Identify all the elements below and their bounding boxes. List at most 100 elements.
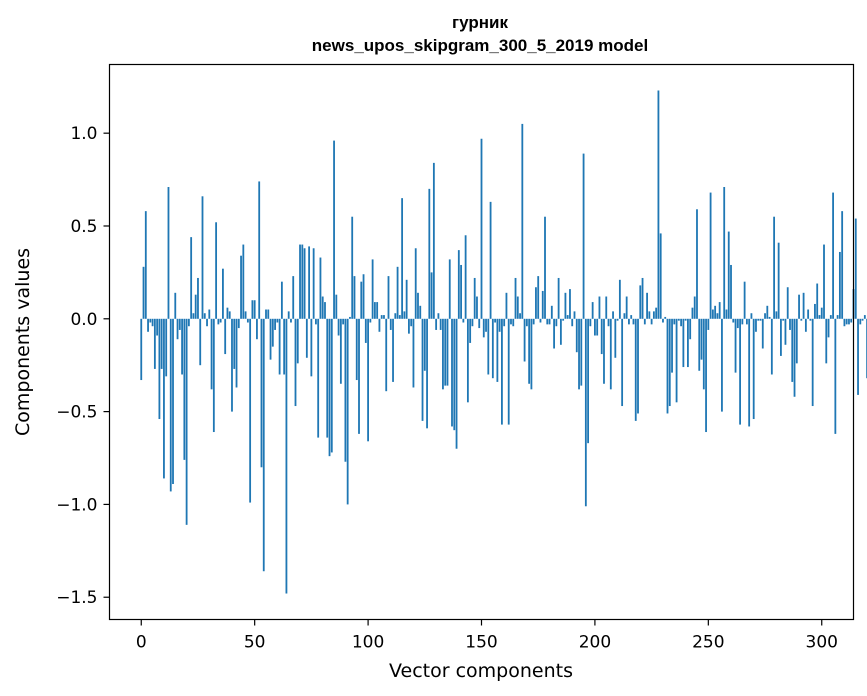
bar-267 (745, 318, 748, 325)
bar-93 (351, 216, 354, 319)
bar-138 (453, 318, 456, 431)
bars-group (140, 90, 867, 594)
bar-27 (201, 196, 204, 319)
bar-202 (598, 296, 601, 319)
bar-294 (807, 309, 810, 319)
bar-260 (730, 264, 732, 319)
bar-221 (641, 277, 644, 319)
bar-275 (764, 313, 766, 319)
bar-147 (473, 277, 476, 319)
x-tick-label: 100 (352, 633, 384, 653)
bar-46 (244, 311, 247, 319)
bar-175 (537, 276, 540, 319)
bar-84 (330, 318, 333, 453)
bar-100 (367, 318, 369, 442)
bar-158 (498, 318, 501, 332)
bar-37 (224, 318, 227, 355)
bar-298 (816, 283, 819, 319)
bar-287 (791, 318, 794, 382)
bar-183 (555, 318, 558, 327)
bar-65 (287, 311, 290, 319)
bar-288 (793, 318, 796, 397)
bar-0 (140, 318, 143, 381)
bar-295 (809, 318, 812, 321)
bar-195 (582, 153, 585, 319)
x-axis-label: Vector components (389, 660, 573, 682)
bar-199 (591, 302, 594, 319)
bar-154 (489, 201, 492, 319)
bar-142 (462, 318, 465, 323)
bar-265 (741, 318, 744, 325)
bar-184 (557, 277, 560, 319)
bar-34 (217, 318, 220, 325)
bar-116 (403, 311, 406, 319)
bar-214 (625, 296, 628, 319)
bar-250 (707, 318, 710, 330)
bar-269 (750, 313, 753, 319)
bar-13 (169, 318, 172, 492)
bar-179 (546, 318, 549, 325)
bar-262 (734, 318, 737, 373)
bar-240 (684, 318, 687, 321)
bar-111 (392, 318, 394, 382)
bar-83 (328, 318, 331, 457)
bar-152 (485, 318, 487, 332)
bar-44 (240, 255, 242, 319)
bar-225 (650, 318, 653, 325)
bar-258 (725, 309, 728, 319)
bar-161 (505, 292, 508, 319)
bar-35 (219, 318, 222, 323)
bar-117 (405, 279, 408, 319)
bar-212 (621, 318, 624, 407)
bar-56 (267, 309, 270, 319)
x-tick-label: 0 (136, 633, 147, 653)
bar-206 (607, 318, 610, 327)
bar-297 (814, 303, 816, 319)
bar-232 (666, 318, 669, 414)
bar-191 (573, 311, 576, 319)
bar-62 (280, 281, 283, 319)
bar-180 (548, 318, 551, 325)
bar-80 (321, 296, 324, 319)
bar-174 (535, 287, 537, 319)
bar-85 (333, 140, 335, 319)
bar-68 (294, 318, 297, 407)
bar-272 (757, 318, 760, 321)
bar-218 (634, 318, 637, 421)
bar-58 (271, 318, 274, 347)
bar-125 (423, 318, 426, 371)
x-tick-label: 250 (692, 633, 724, 653)
bar-22 (190, 237, 193, 319)
bar-2 (144, 211, 147, 319)
bar-182 (553, 318, 555, 349)
bar-104 (376, 302, 379, 319)
bar-113 (396, 266, 399, 319)
bar-311 (845, 318, 848, 325)
bar-277 (768, 316, 771, 319)
bar-124 (421, 318, 424, 421)
bar-213 (623, 313, 626, 319)
bar-53 (260, 318, 263, 468)
bar-189 (569, 289, 571, 319)
bar-177 (541, 290, 544, 319)
bar-7 (156, 318, 159, 336)
bar-98 (362, 274, 365, 319)
bar-229 (659, 233, 662, 319)
bar-126 (426, 318, 428, 429)
bar-30 (208, 309, 211, 319)
bar-210 (616, 318, 619, 321)
bar-193 (578, 318, 580, 390)
bar-10 (163, 318, 165, 479)
bar-146 (471, 318, 474, 327)
bar-4 (149, 318, 152, 323)
bar-242 (689, 318, 692, 340)
bar-243 (691, 307, 694, 319)
bar-106 (380, 315, 383, 319)
bar-231 (664, 316, 667, 319)
bar-24 (194, 294, 197, 319)
bar-72 (303, 248, 306, 319)
bar-86 (335, 294, 338, 319)
bar-220 (639, 285, 642, 319)
bar-255 (718, 302, 721, 319)
bar-319 (863, 315, 866, 319)
